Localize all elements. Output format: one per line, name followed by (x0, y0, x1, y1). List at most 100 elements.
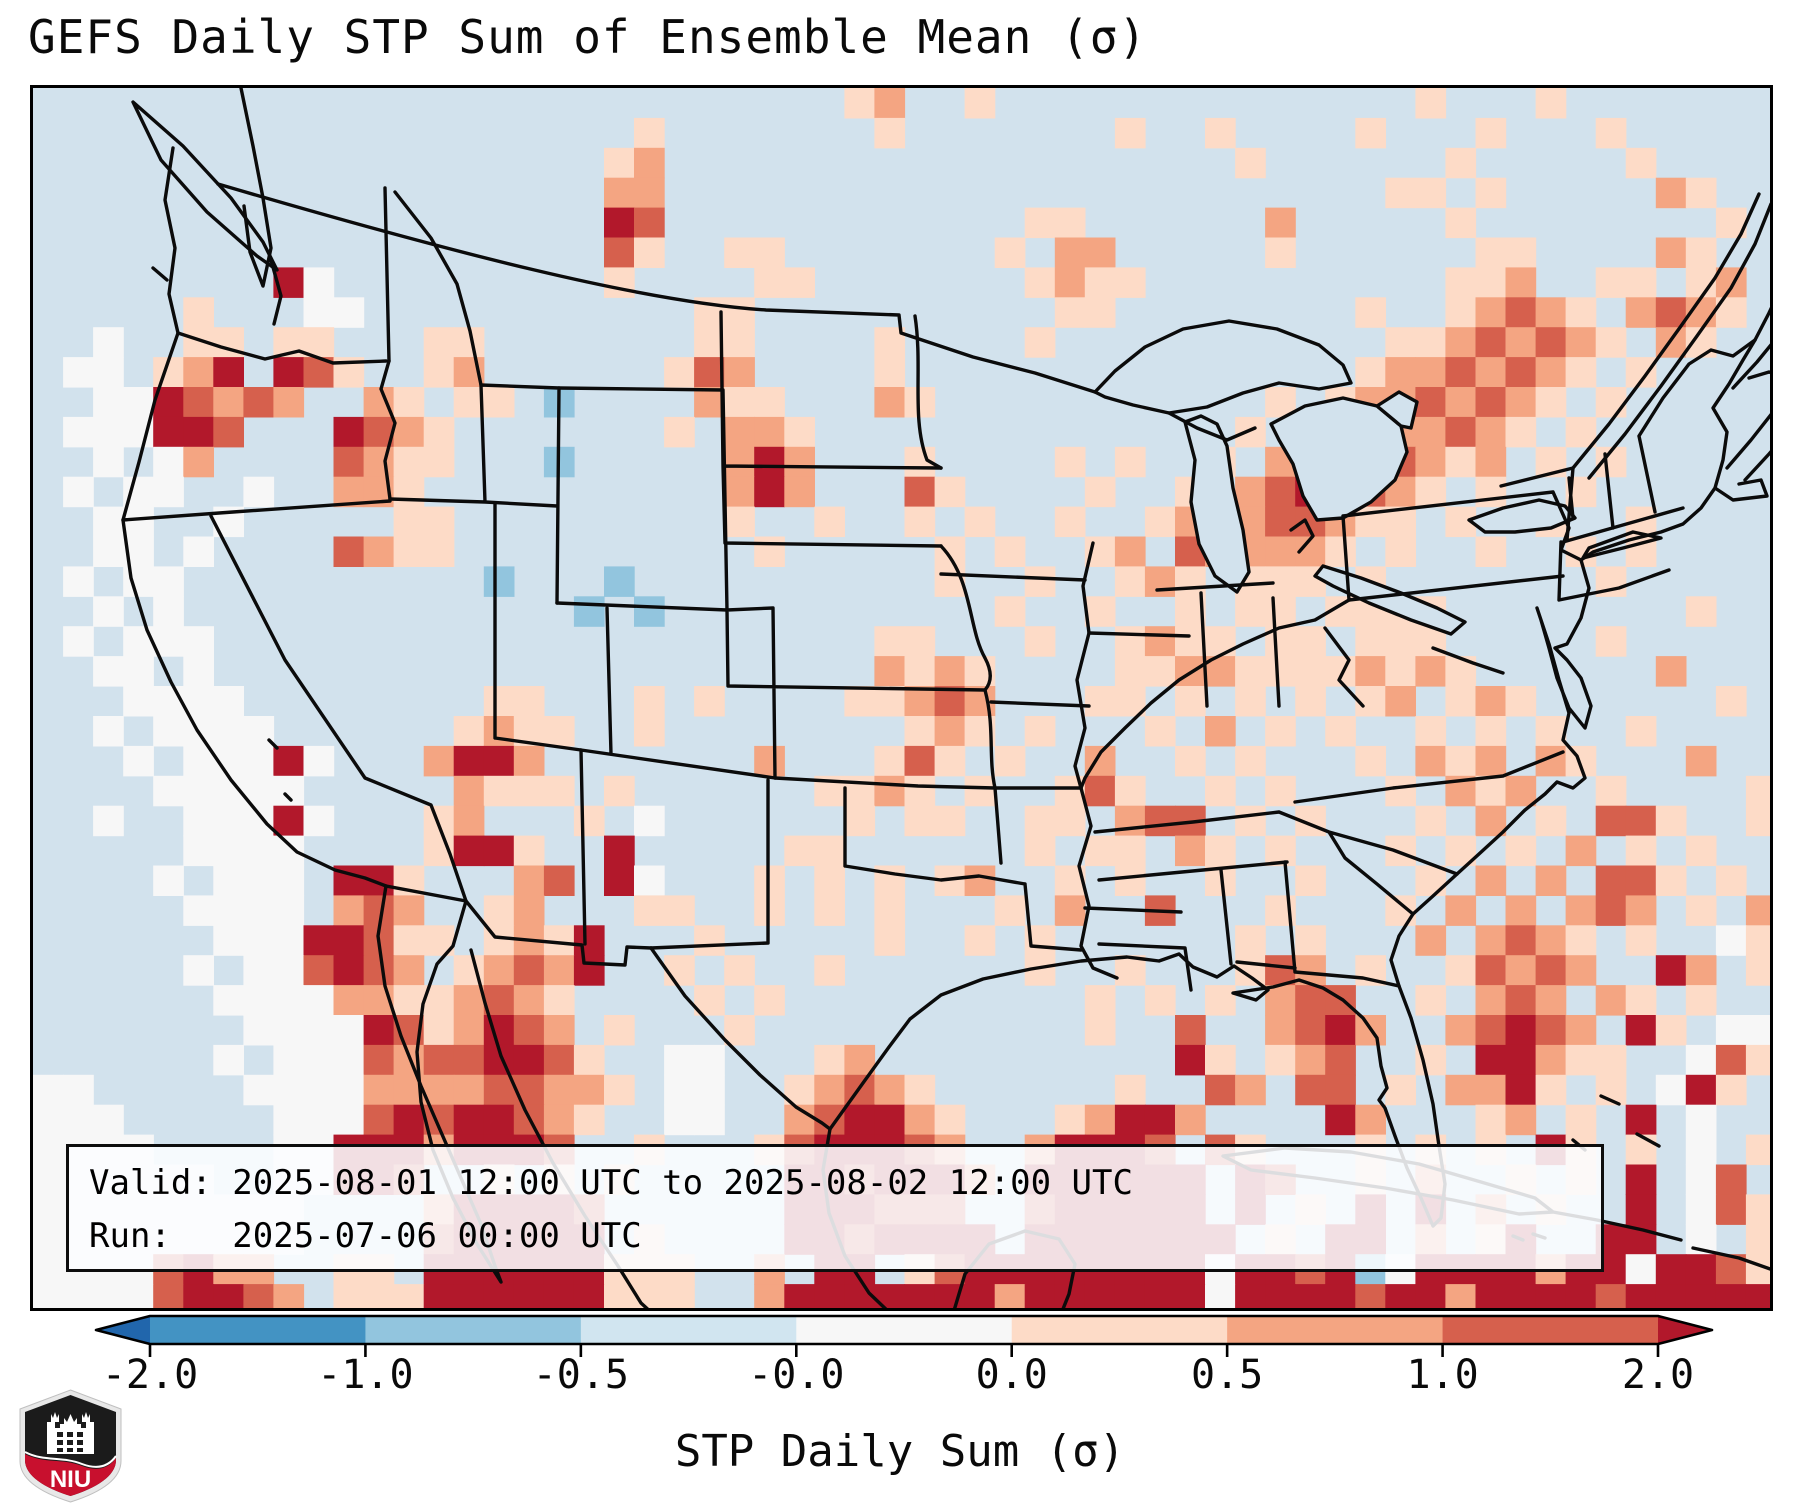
heatmap-cell (1205, 775, 1236, 807)
heatmap-cell (273, 1104, 305, 1136)
heatmap-cell (904, 1284, 936, 1308)
heatmap-cell (123, 566, 154, 597)
heatmap-cell (1475, 686, 1507, 717)
heatmap-cell (1114, 626, 1146, 657)
heatmap-cell (1114, 1284, 1146, 1308)
heatmap-cell (1745, 805, 1770, 837)
heatmap-cell (754, 536, 785, 567)
heatmap-cell (1295, 985, 1326, 1016)
heatmap-cell (303, 955, 335, 986)
heatmap-cell (243, 1015, 275, 1046)
heatmap-cell (453, 775, 485, 807)
heatmap-cell (934, 536, 966, 567)
heatmap-cell (243, 925, 275, 956)
heatmap-cell (724, 955, 755, 986)
heatmap-cell (303, 1044, 335, 1076)
heatmap-cell (123, 387, 154, 418)
heatmap-cell (1745, 1284, 1770, 1308)
heatmap-cell (1265, 1284, 1296, 1308)
heatmap-cell (1415, 745, 1447, 777)
heatmap-cell (183, 357, 214, 388)
heatmap-cell (183, 656, 214, 687)
heatmap-cell (874, 88, 906, 119)
heatmap-cell (724, 506, 755, 538)
heatmap-cell (754, 1284, 785, 1308)
heatmap-cell (754, 387, 785, 418)
channel-islands (151, 266, 293, 802)
heatmap-cell (1445, 387, 1477, 418)
heatmap-cell (1265, 476, 1296, 508)
heatmap-cell (1415, 387, 1447, 418)
heatmap-cell (1505, 1104, 1537, 1136)
heatmap-cell (423, 446, 455, 478)
heatmap-cell (363, 1015, 395, 1046)
colorbar-tick-label: -1.0 (317, 1352, 414, 1398)
heatmap-cell (1625, 1194, 1657, 1225)
heatmap-cell (63, 1284, 94, 1308)
heatmap-cell (1325, 1104, 1356, 1136)
heatmap-cell (183, 416, 214, 448)
heatmap-cell (1505, 985, 1537, 1016)
heatmap-cell (1625, 716, 1657, 747)
heatmap-cell (1535, 387, 1567, 418)
new-england-coast (1579, 306, 1770, 562)
heatmap-cell (63, 1074, 94, 1106)
heatmap-cell (1054, 267, 1086, 298)
heatmap-cell (1475, 1044, 1507, 1076)
heatmap-cell (1715, 1194, 1747, 1225)
heatmap-cell (724, 237, 755, 268)
colorbar-segment (580, 1316, 797, 1344)
heatmap-cell (303, 1015, 335, 1046)
heatmap-cell (1685, 835, 1717, 867)
heatmap-cell (1535, 985, 1567, 1016)
heatmap-cell (1385, 656, 1416, 687)
heatmap-cell (1114, 117, 1146, 149)
heatmap-cell (483, 387, 515, 418)
heatmap-cell (1445, 955, 1477, 986)
heatmap-cell (513, 1044, 545, 1076)
heatmap-cell (123, 686, 154, 717)
heatmap-cell (1505, 955, 1537, 986)
heatmap-cell (93, 656, 124, 687)
heatmap-cell (1685, 745, 1717, 777)
heatmap-cell (1655, 237, 1687, 268)
heatmap-cell (1625, 1254, 1657, 1285)
heatmap-cell (1475, 1104, 1507, 1136)
heatmap-cell (273, 357, 305, 388)
heatmap-cell (1535, 865, 1567, 896)
heatmap-cell (1415, 716, 1447, 747)
heatmap-cell (1054, 237, 1086, 268)
heatmap-cell (874, 925, 906, 956)
heatmap-cell (423, 536, 455, 567)
heatmap-cell (213, 387, 244, 418)
heatmap-cell (1595, 1284, 1627, 1308)
heatmap-cell (1114, 566, 1146, 597)
colorbar (94, 1314, 1714, 1357)
heatmap-cell (604, 1015, 635, 1046)
heatmap-cell (1505, 357, 1537, 388)
heatmap-cell (844, 805, 876, 837)
heatmap-cell (333, 985, 365, 1016)
heatmap-cell (814, 1044, 845, 1076)
heatmap-cell (874, 357, 906, 388)
heatmap-cell (93, 536, 124, 567)
heatmap-cell (93, 805, 124, 837)
heatmap-cell (1745, 1134, 1770, 1166)
heatmap-cell (1205, 1284, 1236, 1308)
heatmap-cell (1084, 775, 1116, 807)
heatmap-cell (1295, 925, 1326, 956)
heatmap-cell (634, 177, 665, 209)
heatmap-cell (1205, 1074, 1236, 1106)
heatmap-cell (754, 745, 785, 777)
heatmap-cell (1535, 1284, 1567, 1308)
heatmap-cell (543, 865, 575, 896)
heatmap-cell (1235, 476, 1266, 508)
heatmap-cell (1475, 177, 1507, 209)
heatmap-cell (333, 1284, 365, 1308)
heatmap-cell (1565, 327, 1597, 358)
heatmap-cell (1385, 327, 1416, 358)
heatmap-cell (1625, 895, 1657, 926)
heatmap-cell (243, 805, 275, 837)
heatmap-cell (1445, 327, 1477, 358)
